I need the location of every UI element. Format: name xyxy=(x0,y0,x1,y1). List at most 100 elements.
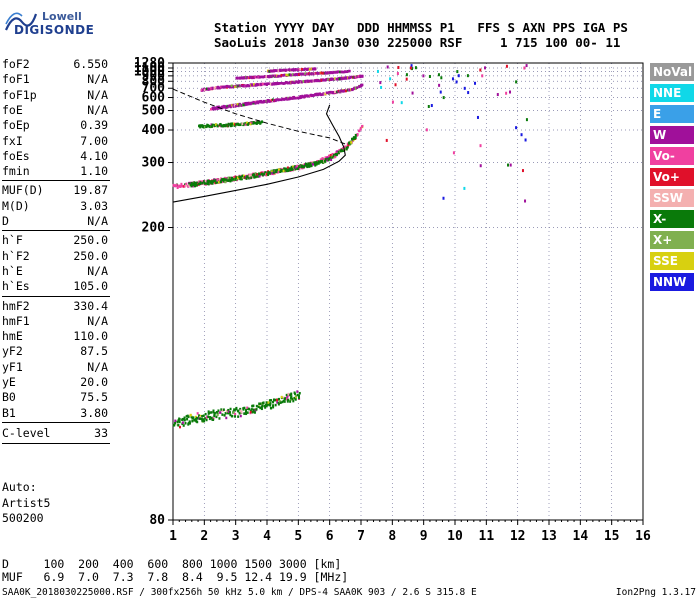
trace-point xyxy=(236,122,239,126)
trace-point xyxy=(201,125,204,129)
noise-point xyxy=(389,77,392,81)
y-tick-label: 400 xyxy=(142,123,166,138)
param-label: hmF1 xyxy=(2,313,30,328)
trace-point xyxy=(244,123,247,126)
trace-point xyxy=(347,69,350,73)
trace-point xyxy=(224,412,227,415)
trace-point xyxy=(298,73,301,76)
trace-point xyxy=(324,160,327,163)
trace-point xyxy=(198,182,201,186)
trace-point xyxy=(220,85,223,89)
trace-point xyxy=(359,126,362,130)
param-row-hf2: h`F2 250.0 xyxy=(2,249,108,264)
trace-point xyxy=(275,74,278,78)
trace-point xyxy=(199,182,202,186)
trace-point xyxy=(183,184,186,188)
param-row-hf: h`F 250.0 xyxy=(2,233,108,248)
trace-point xyxy=(282,69,285,72)
trace-point xyxy=(174,421,177,425)
trace-point xyxy=(283,397,286,401)
noise-point xyxy=(515,126,518,130)
trace-point xyxy=(279,68,282,72)
trace-point xyxy=(277,402,280,406)
trace-point xyxy=(240,411,243,414)
param-separator xyxy=(2,421,110,423)
param-value: N/A xyxy=(87,359,108,374)
trace-point xyxy=(334,155,337,158)
trace-point xyxy=(343,70,346,73)
trace-point xyxy=(229,122,232,126)
trace-point xyxy=(248,174,251,177)
noise-point xyxy=(410,64,413,68)
trace-point xyxy=(286,166,289,169)
noise-point xyxy=(376,69,379,73)
trace-point xyxy=(243,103,246,107)
x-tick-label: 4 xyxy=(263,529,271,544)
trace-point xyxy=(354,136,357,139)
noise-point xyxy=(394,83,397,87)
trace-point xyxy=(340,70,343,74)
trace-point xyxy=(226,411,229,415)
trace-point xyxy=(216,178,219,182)
trace-point xyxy=(212,106,215,110)
trace-point xyxy=(207,415,210,418)
trace-point xyxy=(312,67,315,71)
trace-point xyxy=(310,164,313,167)
noise-point xyxy=(481,74,484,78)
trace-point xyxy=(202,414,205,417)
trace-point xyxy=(196,412,199,415)
trace-point xyxy=(216,412,219,415)
trace-point xyxy=(213,86,216,90)
trace-point xyxy=(294,166,297,169)
auto-program: Artist5 xyxy=(2,495,51,510)
trace-point xyxy=(293,396,296,400)
trace-point xyxy=(177,418,180,422)
trace-point xyxy=(275,398,278,402)
trace-point xyxy=(204,125,207,129)
legend-item-ssw: SSW xyxy=(650,189,694,207)
trace-point xyxy=(222,178,225,182)
plot-frame xyxy=(172,62,644,521)
trace-point xyxy=(254,175,257,179)
trace-point xyxy=(246,84,249,88)
trace-point xyxy=(223,180,226,183)
trace-point xyxy=(249,122,252,126)
trace-point xyxy=(301,67,304,71)
trace-point xyxy=(266,75,269,78)
trace-point xyxy=(233,104,236,107)
trace-point xyxy=(237,410,240,413)
trace-point xyxy=(313,79,316,83)
trace-point xyxy=(234,415,237,418)
trace-point xyxy=(184,422,187,425)
trace-point xyxy=(304,67,307,71)
param-label: M(D) xyxy=(2,198,30,213)
trace-point xyxy=(211,182,214,185)
trace-point xyxy=(203,181,206,185)
trace-point xyxy=(216,124,219,128)
trace-point xyxy=(227,122,230,126)
trace-point xyxy=(232,105,235,108)
trace-point xyxy=(356,86,359,89)
trace-point xyxy=(250,174,253,177)
trace-point xyxy=(232,176,235,179)
trace-point xyxy=(214,123,217,126)
trace-point xyxy=(318,79,321,83)
trace-point xyxy=(298,80,301,84)
trace-point xyxy=(265,75,268,78)
trace-point xyxy=(325,91,328,94)
trace-point xyxy=(265,401,268,404)
trace-point xyxy=(305,72,308,76)
noise-point xyxy=(439,90,442,94)
trace-point xyxy=(310,72,313,75)
header-line-1: Station YYYY DAY DDD HHMMSS P1 FFS S AXN… xyxy=(214,20,628,35)
noise-point xyxy=(521,169,524,173)
trace-point xyxy=(287,398,290,402)
trace-point xyxy=(200,88,203,92)
trace-point xyxy=(213,414,216,418)
trace-point xyxy=(287,169,290,172)
trace-point xyxy=(341,90,344,93)
trace-point xyxy=(231,122,234,125)
trace-point xyxy=(207,182,210,186)
trace-point xyxy=(227,411,230,415)
trace-es-2nd-hop xyxy=(198,120,264,129)
